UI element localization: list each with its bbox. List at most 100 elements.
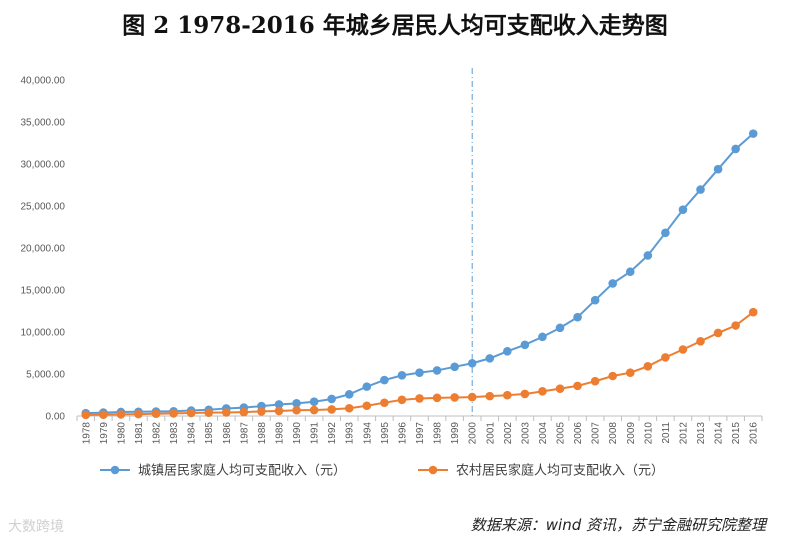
- data-point: [257, 407, 266, 416]
- data-point: [590, 376, 600, 386]
- data-point: [415, 368, 424, 377]
- y-axis: 0.00 5,000.00 10,000.00 15,000.00 20,000.00 2…: [21, 76, 66, 423]
- y-tick-label: 20,000.00: [21, 244, 66, 255]
- data-point: [678, 345, 688, 354]
- data-point: [503, 390, 512, 400]
- data-point: [731, 144, 740, 154]
- data-point: [538, 387, 547, 396]
- legend-label: 农村居民家庭人均可支配收入（元）: [456, 463, 664, 479]
- x-tick-label: 2013: [696, 422, 707, 445]
- data-point: [327, 394, 336, 404]
- data-point: [467, 358, 477, 368]
- data-point: [397, 371, 407, 380]
- data-point: [520, 340, 530, 350]
- x-tick-label: 2005: [556, 422, 567, 445]
- x-tick-label: 1992: [327, 422, 338, 445]
- series-rural: [81, 307, 758, 420]
- data-point: [221, 408, 231, 417]
- legend: 城镇居民家庭人均可支配收入（元） 农村居民家庭人均可支配收入（元）: [100, 463, 664, 479]
- x-tick-label: 1986: [222, 422, 233, 445]
- x-tick-label: 2001: [485, 422, 496, 445]
- x-tick-label: 2015: [731, 422, 742, 445]
- data-point: [731, 321, 740, 330]
- data-point: [661, 228, 670, 238]
- x-tick-label: 2010: [643, 422, 654, 445]
- x-tick-label: 2003: [520, 422, 531, 445]
- x-tick-label: 1985: [204, 422, 215, 445]
- x-tick-label: 1991: [310, 422, 321, 445]
- series-group: [81, 129, 758, 420]
- data-point: [625, 368, 635, 378]
- x-tick-label: 2004: [538, 422, 549, 445]
- data-point: [380, 398, 389, 408]
- x-tick-label: 2011: [661, 422, 672, 444]
- x-tick-label: 2002: [503, 422, 514, 445]
- data-point: [344, 390, 354, 399]
- legend-item: 城镇居民家庭人均可支配收入（元）: [100, 463, 346, 479]
- data-point: [678, 205, 688, 214]
- x-tick-label: 1979: [99, 422, 110, 445]
- x-tick-label: 1988: [257, 422, 268, 445]
- y-tick-label: 5,000.00: [26, 370, 65, 381]
- x-tick-label: 1996: [397, 422, 408, 445]
- data-point: [573, 381, 582, 391]
- data-point: [713, 164, 723, 174]
- x-tick-label: 1999: [450, 422, 461, 445]
- watermark-logo: 大数跨境: [8, 519, 64, 535]
- data-point: [625, 267, 635, 277]
- legend-item: 农村居民家庭人均可支配收入（元）: [418, 463, 664, 479]
- data-point: [432, 366, 442, 375]
- x-axis: 1978 1979 1980 1981 1982 1983 1984 1985 1986 1987…: [76, 415, 763, 445]
- x-tick-label: 1983: [169, 422, 180, 445]
- data-point: [696, 185, 705, 194]
- data-point: [116, 410, 126, 419]
- x-tick-label: 1989: [274, 422, 285, 445]
- data-point: [292, 399, 301, 408]
- data-point: [643, 251, 653, 260]
- chart-title: 图 2 1978-2016 年城乡居民人均可支配收入走势图: [122, 12, 668, 39]
- data-point: [573, 312, 582, 322]
- data-point: [274, 406, 284, 416]
- data-point: [344, 403, 354, 413]
- x-tick-label: 1978: [81, 422, 92, 445]
- data-point: [239, 407, 249, 417]
- x-tick-label: 2009: [626, 422, 637, 445]
- data-point: [362, 382, 372, 391]
- x-tick-label: 2014: [714, 422, 725, 445]
- data-point: [503, 346, 512, 356]
- data-point: [81, 410, 91, 420]
- data-point: [643, 361, 653, 371]
- data-point: [151, 409, 161, 419]
- data-point: [555, 384, 565, 393]
- data-point: [590, 295, 600, 305]
- x-tick-label: 1995: [380, 422, 391, 445]
- y-tick-label: 30,000.00: [21, 160, 66, 171]
- data-point: [608, 279, 618, 288]
- data-point: [380, 375, 389, 385]
- legend-marker: [428, 465, 438, 475]
- data-point: [467, 392, 477, 402]
- data-point: [748, 129, 758, 138]
- x-tick-label: 1982: [152, 422, 163, 445]
- x-tick-label: 2012: [678, 422, 689, 445]
- data-point: [748, 307, 758, 317]
- data-point: [309, 405, 319, 415]
- data-point: [415, 394, 424, 403]
- source-note: 数据来源：wind 资讯，苏宁金融研究院整理: [470, 516, 766, 534]
- data-point: [608, 371, 618, 381]
- y-tick-label: 0.00: [46, 412, 66, 423]
- data-point: [292, 405, 301, 415]
- x-tick-label: 2008: [608, 422, 619, 445]
- legend-label: 城镇居民家庭人均可支配收入（元）: [138, 463, 346, 479]
- data-point: [274, 400, 284, 409]
- data-point: [186, 408, 196, 418]
- data-point: [327, 405, 336, 414]
- y-tick-label: 25,000.00: [21, 202, 66, 213]
- data-point: [204, 408, 214, 417]
- data-point: [397, 395, 407, 405]
- x-tick-label: 2000: [468, 422, 479, 445]
- y-tick-label: 10,000.00: [21, 328, 66, 339]
- x-tick-label: 2007: [591, 422, 602, 445]
- x-tick-label: 1987: [239, 422, 250, 445]
- data-point: [99, 410, 108, 419]
